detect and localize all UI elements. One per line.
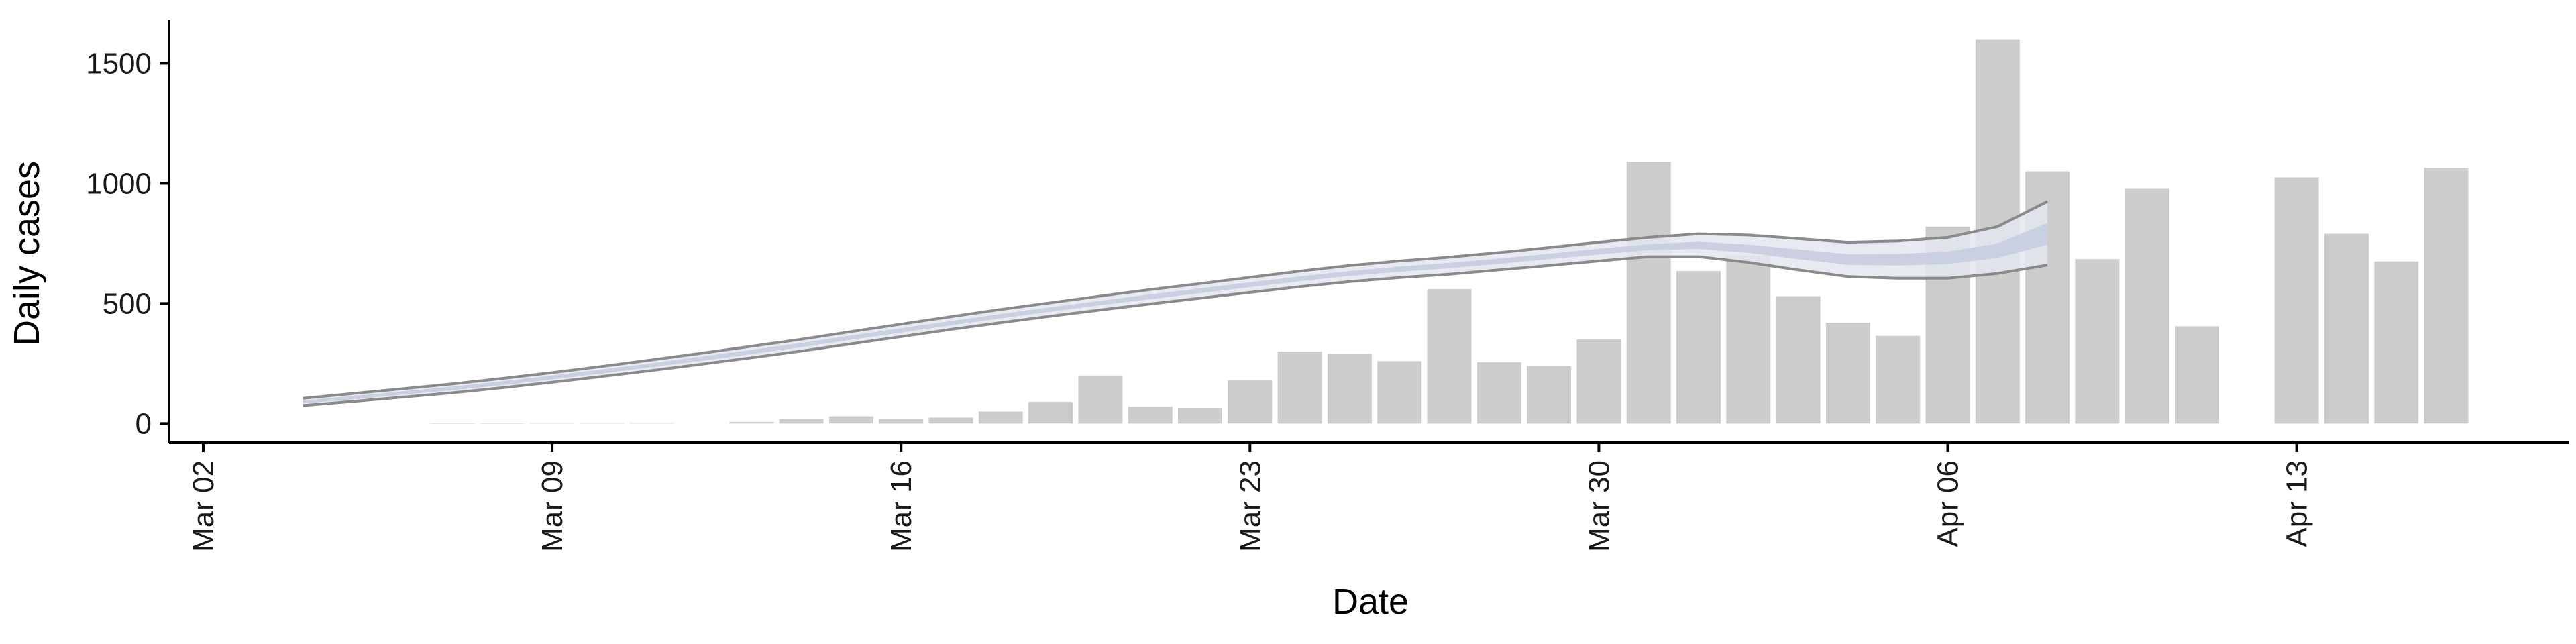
bar (1178, 408, 1222, 424)
bar (1128, 407, 1173, 424)
y-axis-title: Daily cases (7, 161, 47, 346)
x-axis-title: Date (1332, 582, 1409, 622)
bar (2424, 168, 2469, 424)
bar (729, 421, 774, 424)
bar (530, 423, 575, 424)
bar (1327, 354, 1372, 424)
bar (1228, 380, 1273, 424)
bar (1776, 296, 1821, 424)
bar (1527, 366, 1572, 424)
trend-band-layer (303, 200, 2049, 407)
bar (430, 423, 475, 424)
y-tick-label: 1500 (86, 47, 152, 80)
bars-layer (430, 39, 2469, 424)
bar (828, 416, 873, 424)
bar (1626, 162, 1671, 424)
bar (2125, 188, 2169, 424)
bar (480, 423, 525, 424)
upper-bound-line (303, 200, 2049, 400)
inner-interval-band (303, 223, 2048, 404)
bar (1277, 352, 1322, 424)
bar (1676, 271, 1721, 424)
bar (1028, 402, 1073, 424)
y-tick-label: 1000 (86, 167, 152, 200)
bar (2075, 259, 2120, 424)
bar (1427, 288, 1472, 424)
x-tick-label: Apr 06 (1932, 460, 1965, 547)
bar (1377, 361, 1422, 424)
x-tick-label: Mar 23 (1234, 460, 1267, 552)
bar (580, 423, 625, 424)
y-tick-label: 0 (136, 407, 152, 440)
bar (978, 411, 1023, 424)
x-tick-label: Mar 30 (1582, 460, 1615, 552)
y-tick-label: 500 (103, 287, 152, 320)
bar (1825, 323, 1870, 424)
lower-bound-line (303, 255, 2048, 407)
bar (2374, 261, 2419, 424)
bar (1576, 339, 1621, 424)
bar (1078, 375, 1123, 424)
bar (1477, 362, 1521, 424)
x-tick-label: Mar 16 (885, 460, 918, 552)
x-tick-label: Mar 09 (536, 460, 569, 552)
bar (2324, 233, 2369, 424)
bar (2175, 326, 2219, 424)
bar (928, 417, 973, 424)
axes-layer: 0 500 1000 1500 Mar 02 Mar 09 Mar 16 Mar 23 Mar … (86, 20, 2569, 552)
bar (1726, 255, 1771, 424)
x-tick-label: Mar 02 (187, 460, 220, 552)
bar (2274, 177, 2319, 424)
bar (629, 423, 674, 424)
bar (779, 419, 824, 424)
bar (879, 419, 924, 424)
bar (1876, 335, 1921, 424)
x-tick-label: Apr 13 (2281, 460, 2314, 547)
